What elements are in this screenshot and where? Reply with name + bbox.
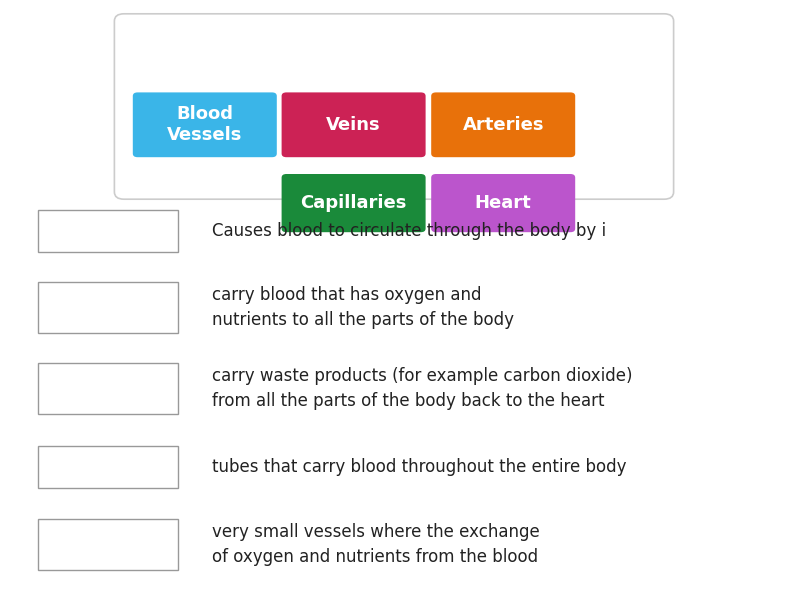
Text: very small vessels where the exchange
of oxygen and nutrients from the blood: very small vessels where the exchange of… [212,523,540,566]
Text: Capillaries: Capillaries [301,194,406,212]
FancyBboxPatch shape [133,92,277,157]
FancyBboxPatch shape [38,446,178,488]
Text: Veins: Veins [326,116,381,134]
Text: tubes that carry blood throughout the entire body: tubes that carry blood throughout the en… [212,458,626,476]
Text: carry waste products (for example carbon dioxide)
from all the parts of the body: carry waste products (for example carbon… [212,367,633,410]
FancyBboxPatch shape [431,92,575,157]
FancyBboxPatch shape [431,174,575,232]
FancyBboxPatch shape [282,92,426,157]
Text: carry blood that has oxygen and
nutrients to all the parts of the body: carry blood that has oxygen and nutrient… [212,286,514,329]
FancyBboxPatch shape [38,282,178,332]
FancyBboxPatch shape [38,363,178,414]
Text: Heart: Heart [475,194,531,212]
Text: Arteries: Arteries [462,116,544,134]
Text: Causes blood to circulate through the body by i: Causes blood to circulate through the bo… [212,222,606,240]
Text: Blood
Vessels: Blood Vessels [167,106,242,144]
FancyBboxPatch shape [114,14,674,199]
FancyBboxPatch shape [38,519,178,570]
FancyBboxPatch shape [282,174,426,232]
FancyBboxPatch shape [38,210,178,252]
